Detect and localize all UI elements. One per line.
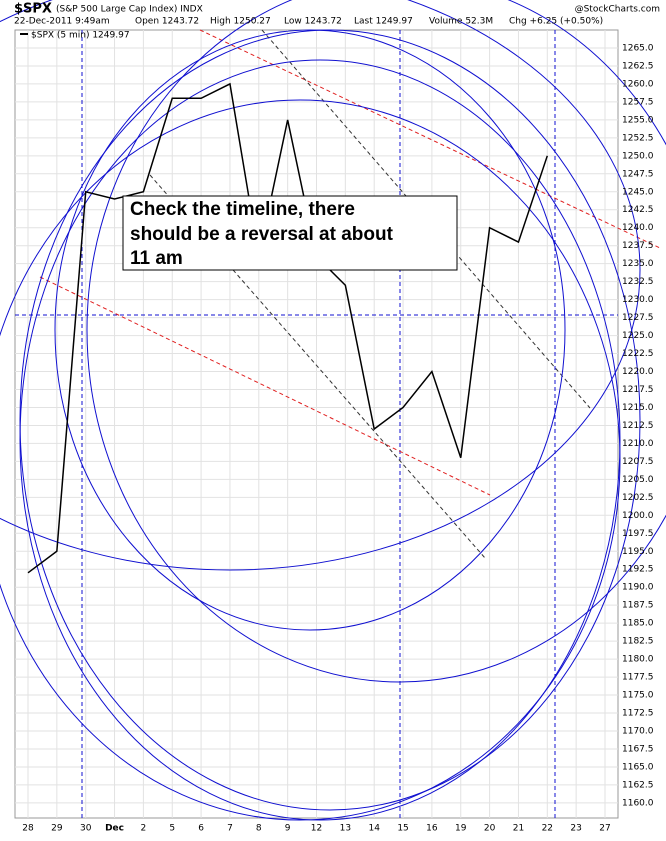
x-tick-label: 5 xyxy=(169,824,175,834)
x-tick-label: 7 xyxy=(227,824,233,834)
date: 22-Dec-2011 9:49am xyxy=(14,17,110,27)
annotation-box xyxy=(122,195,458,271)
annotation: Check the timeline, there xyxy=(130,199,355,220)
x-tick-label: 29 xyxy=(51,824,63,834)
annotation: should be a reversal at about xyxy=(130,224,394,245)
y-tick-label: 1260.0 xyxy=(622,79,654,89)
credit: @StockCharts.com xyxy=(575,5,660,15)
y-tick-label: 1240.0 xyxy=(622,223,654,233)
y-tick-label: 1257.5 xyxy=(622,97,654,107)
quote: Volume 52.3M xyxy=(429,17,493,27)
quote: Low 1243.72 xyxy=(284,17,342,27)
y-tick-label: 1237.5 xyxy=(622,241,654,251)
x-tick-label: 19 xyxy=(455,824,467,834)
y-tick-label: 1252.5 xyxy=(622,133,654,143)
x-tick-label: 30 xyxy=(80,824,92,834)
y-tick-label: 1227.5 xyxy=(622,313,654,323)
y-tick-label: 1170.0 xyxy=(622,727,654,737)
y-tick-label: 1172.5 xyxy=(622,709,654,719)
trend-line xyxy=(39,276,491,496)
x-tick-label: 20 xyxy=(484,824,496,834)
quote: Last 1249.97 xyxy=(354,17,413,27)
y-tick-label: 1177.5 xyxy=(622,673,654,683)
arc xyxy=(54,29,566,631)
x-tick-label: 8 xyxy=(256,824,262,834)
y-tick-label: 1207.5 xyxy=(622,457,654,467)
y-tick-label: 1160.0 xyxy=(622,798,654,808)
y-tick-label: 1245.0 xyxy=(622,187,654,197)
y-tick-label: 1205.0 xyxy=(622,475,654,485)
trend-line xyxy=(199,29,661,249)
x-tick-label: Dec xyxy=(105,824,124,834)
x-tick-label: 15 xyxy=(397,824,408,834)
x-tick-label: 27 xyxy=(599,824,610,834)
legend-label: $SPX (5 min) 1249.97 xyxy=(31,31,130,41)
y-tick-label: 1180.0 xyxy=(622,655,654,665)
subtitle: (S&P 500 Large Cap Index) INDX xyxy=(56,5,203,15)
y-tick-label: 1220.0 xyxy=(622,367,654,377)
y-tick-label: 1165.0 xyxy=(622,762,654,772)
y-tick-label: 1195.0 xyxy=(622,547,654,557)
y-tick-label: 1175.0 xyxy=(622,691,654,701)
y-tick-label: 1182.5 xyxy=(622,637,654,647)
y-tick-label: 1167.5 xyxy=(622,744,654,754)
y-tick-label: 1185.0 xyxy=(622,619,654,629)
y-tick-label: 1232.5 xyxy=(622,277,654,287)
x-tick-label: 16 xyxy=(426,824,438,834)
quote: Open 1243.72 xyxy=(135,17,199,27)
y-tick-label: 1242.5 xyxy=(622,205,654,215)
price-line xyxy=(27,82,549,574)
y-tick-label: 1202.5 xyxy=(622,493,654,503)
annotation: 11 am xyxy=(130,248,183,269)
x-tick-label: 6 xyxy=(198,824,204,834)
x-tick-label: 12 xyxy=(311,824,322,834)
y-tick-label: 1222.5 xyxy=(622,349,654,359)
y-tick-label: 1212.5 xyxy=(622,421,654,431)
series xyxy=(27,82,549,574)
y-tick-label: 1235.0 xyxy=(622,259,654,269)
arc xyxy=(0,99,621,821)
y-tick-label: 1215.0 xyxy=(622,403,654,413)
title: $SPX xyxy=(14,2,52,17)
y-tick-label: 1262.5 xyxy=(622,61,654,71)
y-tick-label: 1250.0 xyxy=(622,151,654,161)
x-tick-label: 23 xyxy=(570,824,581,834)
y-tick-label: 1190.0 xyxy=(622,583,654,593)
x-tick-label: 2 xyxy=(141,824,147,834)
y-tick-label: 1187.5 xyxy=(622,601,654,611)
x-tick-label: 21 xyxy=(513,824,524,834)
y-tick-label: 1200.0 xyxy=(622,511,654,521)
y-tick-label: 1225.0 xyxy=(622,331,654,341)
y-tick-label: 1197.5 xyxy=(622,529,654,539)
x-tick-label: 28 xyxy=(22,824,34,834)
y-tick-label: 1217.5 xyxy=(622,385,654,395)
y-tick-label: 1192.5 xyxy=(622,565,654,575)
y-tick-label: 1210.0 xyxy=(622,439,654,449)
x-tick-label: 9 xyxy=(285,824,291,834)
quote: High 1250.27 xyxy=(210,17,271,27)
x-tick-label: 13 xyxy=(340,824,351,834)
y-tick-label: 1162.5 xyxy=(622,780,654,790)
y-tick-label: 1255.0 xyxy=(622,115,654,125)
y-tick-label: 1230.0 xyxy=(622,295,654,305)
quote: Chg +6.25 (+0.50%) xyxy=(509,17,603,27)
arc xyxy=(0,0,641,571)
x-tick-label: 14 xyxy=(368,824,380,834)
x-tick-label: 22 xyxy=(542,824,553,834)
y-tick-label: 1247.5 xyxy=(622,169,654,179)
arc xyxy=(86,0,666,683)
y-tick-label: 1265.0 xyxy=(622,43,654,53)
